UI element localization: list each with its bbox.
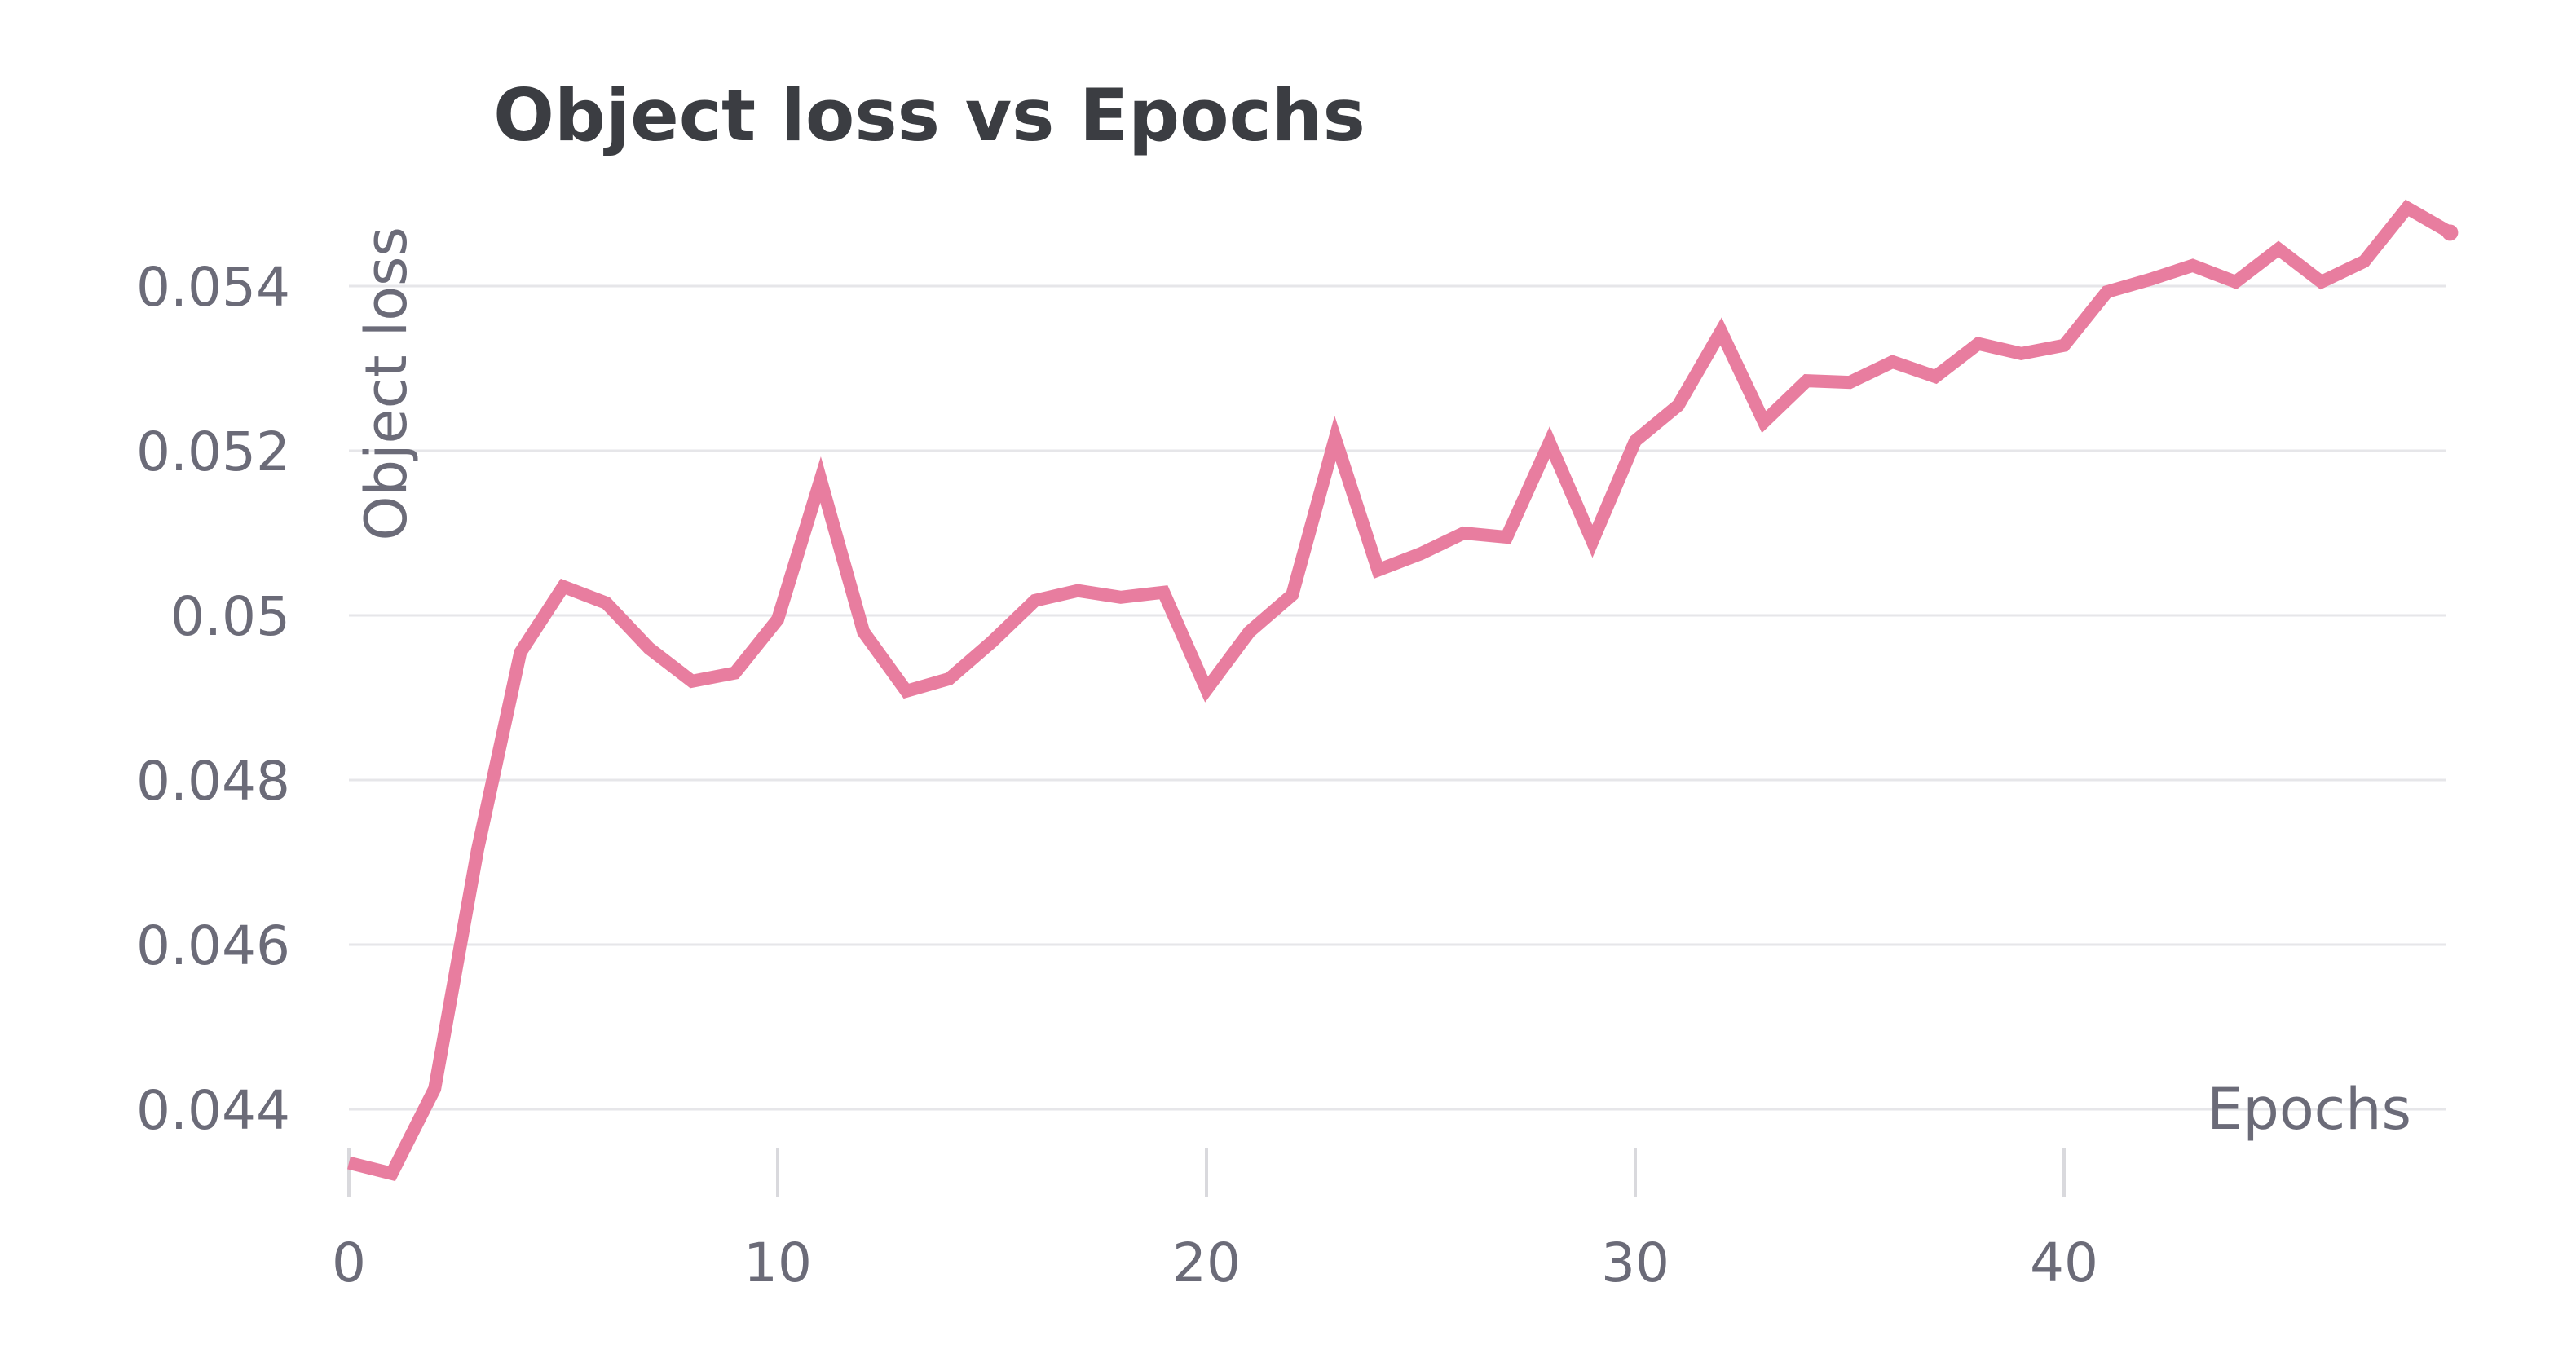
data-point bbox=[1930, 371, 1941, 382]
data-point bbox=[1673, 399, 1684, 411]
data-point bbox=[643, 642, 655, 654]
data-point bbox=[2316, 276, 2327, 288]
data-point bbox=[772, 614, 783, 625]
data-point bbox=[601, 597, 612, 609]
data-point bbox=[558, 581, 569, 593]
y-tick-label: 0.048 bbox=[136, 750, 290, 813]
data-point bbox=[729, 668, 740, 679]
gridlines bbox=[349, 284, 2446, 1111]
y-tick-label: 0.05 bbox=[170, 585, 290, 648]
data-point bbox=[858, 626, 869, 637]
data-point bbox=[1758, 416, 1770, 428]
series bbox=[343, 199, 2459, 1182]
data-point bbox=[343, 1157, 355, 1169]
y-axis-title: Object loss bbox=[353, 227, 420, 540]
data-point bbox=[2273, 244, 2284, 255]
x-tick-label: 30 bbox=[1601, 1232, 1670, 1294]
data-point bbox=[943, 673, 955, 685]
data-point bbox=[1973, 338, 1984, 350]
data-point bbox=[1030, 595, 1041, 606]
x-axis-title: Epochs bbox=[2207, 1076, 2411, 1143]
series-line bbox=[347, 199, 2454, 1182]
data-point bbox=[1158, 587, 1169, 598]
y-tick-label: 0.044 bbox=[136, 1079, 290, 1142]
data-point bbox=[1887, 356, 1899, 368]
data-point bbox=[2015, 348, 2027, 359]
x-tick-label: 0 bbox=[332, 1232, 366, 1294]
data-point bbox=[1544, 437, 1555, 448]
data-point bbox=[1415, 548, 1427, 559]
y-tick-labels: 0.044 0.046 0.048 0.05 0.052 0.054 bbox=[136, 256, 290, 1142]
data-point bbox=[472, 844, 483, 856]
data-point bbox=[686, 676, 698, 687]
x-axis-ticks: 0 10 20 30 40 bbox=[332, 1148, 2098, 1294]
y-tick-label: 0.046 bbox=[136, 914, 290, 977]
data-point bbox=[429, 1083, 440, 1095]
data-point bbox=[1201, 684, 1212, 695]
chart-title: Object loss vs Epochs bbox=[493, 73, 1365, 157]
data-point bbox=[1072, 585, 1083, 597]
data-point bbox=[1801, 375, 1812, 386]
x-tick-label: 40 bbox=[2030, 1232, 2098, 1294]
data-point bbox=[1501, 531, 1512, 543]
data-point bbox=[815, 474, 827, 485]
data-point bbox=[1586, 535, 1598, 547]
data-point bbox=[2058, 340, 2070, 351]
data-point bbox=[2402, 202, 2413, 214]
data-point bbox=[901, 685, 912, 697]
data-point bbox=[514, 646, 526, 658]
data-point bbox=[1286, 589, 1298, 601]
data-point bbox=[386, 1168, 398, 1179]
data-point bbox=[1115, 592, 1127, 603]
data-point bbox=[2102, 286, 2113, 297]
data-point bbox=[2187, 260, 2199, 271]
data-point bbox=[1372, 564, 1383, 575]
data-point bbox=[1630, 435, 1641, 447]
data-point bbox=[1244, 626, 1255, 637]
x-tick-label: 20 bbox=[1172, 1232, 1241, 1294]
data-point bbox=[1844, 377, 1855, 388]
data-point bbox=[2230, 276, 2241, 288]
x-tick-label: 10 bbox=[743, 1232, 812, 1294]
data-point bbox=[2358, 256, 2370, 267]
data-point bbox=[2144, 274, 2155, 285]
data-point bbox=[1458, 527, 1470, 539]
y-tick-label: 0.052 bbox=[136, 421, 290, 483]
data-point bbox=[986, 636, 998, 647]
y-tick-label: 0.054 bbox=[136, 256, 290, 319]
data-point bbox=[1715, 326, 1727, 337]
data-point bbox=[2441, 224, 2459, 241]
data-point bbox=[1330, 433, 1341, 444]
